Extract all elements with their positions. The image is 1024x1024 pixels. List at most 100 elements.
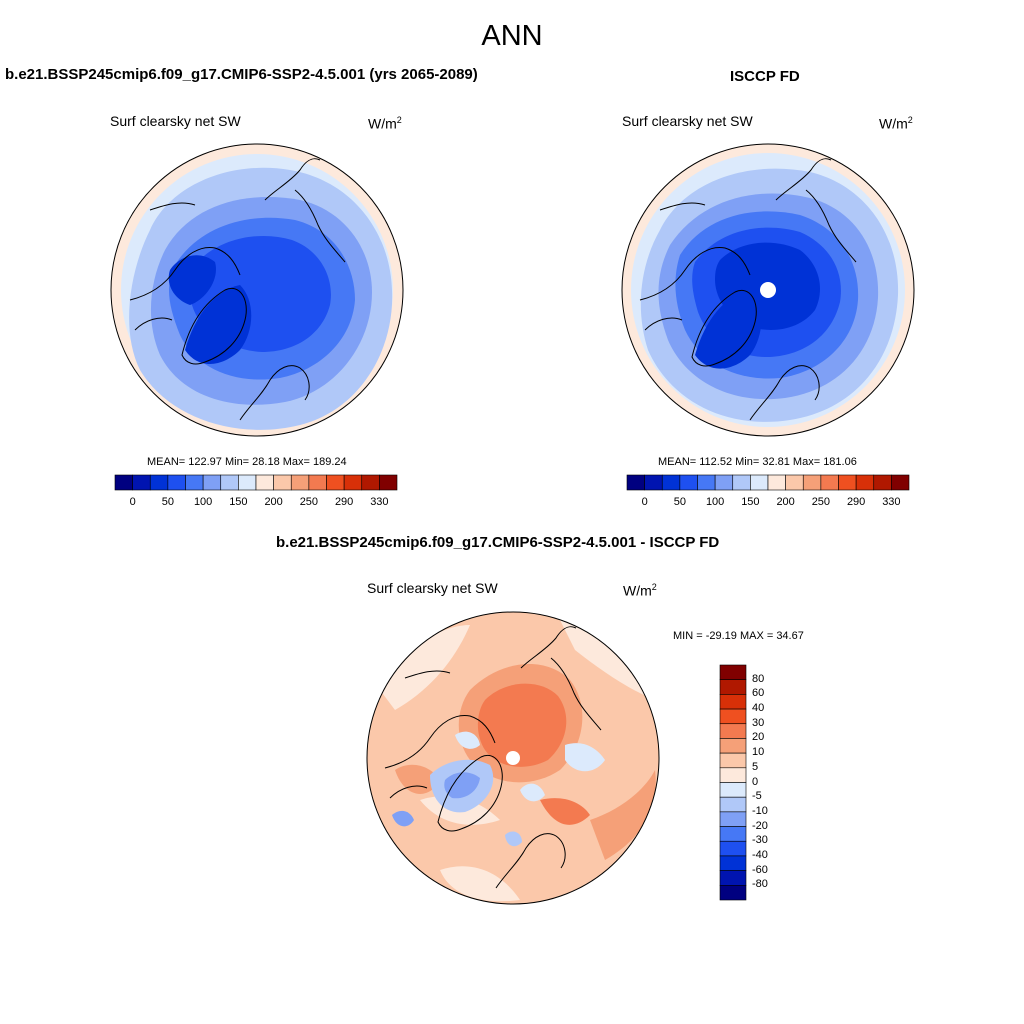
model-colorbar-tick-label: 100 <box>193 496 213 508</box>
model-colorbar-swatch <box>149 474 169 491</box>
figure-title: ANN <box>481 20 543 52</box>
obs-case-title: ISCCP FD <box>730 68 800 85</box>
model-colorbar-tick-label: 290 <box>334 496 354 508</box>
diff-colorbar-tick-label: 10 <box>752 746 765 759</box>
diff-stats: MIN = -29.19 MAX = 34.67 <box>673 630 804 642</box>
obs-stats: MEAN= 112.52 Min= 32.81 Max= 181.06 <box>658 456 857 468</box>
diff-colorbar-swatch <box>719 885 747 901</box>
model-colorbar-swatch <box>361 474 380 491</box>
obs-colorbar-tick-label: 150 <box>741 496 760 508</box>
obs-colorbar-tick-label: 0 <box>641 496 648 508</box>
diff-case-title: b.e21.BSSP245cmip6.f09_g17.CMIP6-SSP2-4.… <box>276 534 720 551</box>
diff-variable-label: Surf clearsky net SW <box>367 580 498 596</box>
diff-colorbar-tick-label: 60 <box>752 687 765 700</box>
model-colorbar-swatch <box>308 474 327 491</box>
diff-colorbar-swatch <box>719 694 747 710</box>
obs-colorbar-swatch <box>714 474 734 491</box>
obs-colorbar-swatch <box>855 474 875 491</box>
diff-colorbar-tick-label: -10 <box>752 804 768 817</box>
diff-coastlines <box>384 626 602 889</box>
model-colorbar-swatch <box>185 474 204 491</box>
model-colorbar-swatch <box>273 474 292 491</box>
obs-colorbar-swatch <box>750 474 769 491</box>
model-colorbar-swatch <box>379 474 398 491</box>
diff-colorbar-swatch <box>719 767 747 783</box>
model-colorbar-tick-label: 250 <box>299 496 319 508</box>
diff-colorbar-tick-label: 0 <box>752 775 759 788</box>
diff-colorbar-tick-label: -30 <box>752 834 768 847</box>
obs-units-label: W/m2 <box>879 115 913 132</box>
diff-colorbar-swatch <box>719 752 747 769</box>
diff-colorbar-swatch <box>719 796 747 813</box>
model-colorbar-swatch <box>202 474 222 491</box>
diff-colorbar-tick-label: 5 <box>752 760 759 773</box>
diff-colorbar-tick-label: -60 <box>752 863 768 876</box>
model-map-border <box>110 143 404 437</box>
model-colorbar-swatch <box>220 474 239 491</box>
model-colorbar-swatch <box>167 474 186 491</box>
obs-colorbar-swatch <box>679 474 698 491</box>
obs-coastlines <box>639 158 857 421</box>
model-case-title: b.e21.BSSP245cmip6.f09_g17.CMIP6-SSP2-4.… <box>5 66 478 83</box>
diff-colorbar-swatch <box>719 723 747 739</box>
model-colorbar-swatch <box>290 474 310 491</box>
diff-polar-map <box>366 611 660 905</box>
obs-colorbar-tick-label: 100 <box>705 496 725 508</box>
diff-colorbar-tick-label: -40 <box>752 848 768 861</box>
diff-colorbar-swatch <box>719 826 747 842</box>
diff-colorbar-swatch <box>719 782 747 798</box>
obs-colorbar-tick-label: 290 <box>846 496 866 508</box>
model-colorbar-swatch <box>132 474 151 491</box>
obs-colorbar-swatch <box>873 474 892 491</box>
diff-colorbar-tick-label: 20 <box>752 731 765 744</box>
diff-units-label: W/m2 <box>623 582 657 599</box>
diff-colorbar-swatch <box>719 679 747 695</box>
model-colorbar-swatch <box>238 474 257 491</box>
obs-colorbar-swatch <box>785 474 804 491</box>
obs-colorbar-swatch <box>820 474 839 491</box>
diff-colorbar-swatch <box>719 811 747 827</box>
obs-colorbar-swatch <box>644 474 663 491</box>
diff-colorbar-swatch <box>719 708 747 725</box>
model-colorbar <box>114 474 398 491</box>
obs-colorbar-swatch <box>802 474 822 491</box>
model-colorbar-swatch <box>114 474 133 491</box>
obs-colorbar-swatch <box>697 474 716 491</box>
model-polar-map <box>110 143 404 437</box>
obs-polar-map <box>621 143 915 437</box>
diff-map-border <box>366 611 660 905</box>
diff-colorbar-swatch <box>719 840 747 857</box>
diff-colorbar-swatch <box>719 870 747 886</box>
diff-colorbar-swatch <box>719 738 747 754</box>
diff-colorbar-tick-label: 80 <box>752 672 765 685</box>
diff-colorbar-tick-label: 30 <box>752 716 765 729</box>
model-colorbar-tick-label: 330 <box>370 496 389 508</box>
model-colorbar-swatch <box>255 474 274 491</box>
obs-colorbar-swatch <box>732 474 751 491</box>
obs-colorbar-swatch <box>838 474 857 491</box>
model-variable-label: Surf clearsky net SW <box>110 113 241 129</box>
obs-variable-label: Surf clearsky net SW <box>622 113 753 129</box>
model-units-label: W/m2 <box>368 115 402 132</box>
diff-colorbar-tick-label: -20 <box>752 819 768 832</box>
diff-colorbar-tick-label: -5 <box>752 790 762 803</box>
obs-map-border <box>621 143 915 437</box>
obs-colorbar-tick-label: 50 <box>673 496 686 508</box>
model-colorbar-tick-label: 200 <box>264 496 283 508</box>
obs-colorbar-swatch <box>767 474 786 491</box>
diff-colorbar <box>719 664 747 901</box>
obs-colorbar-tick-label: 330 <box>882 496 901 508</box>
obs-colorbar-tick-label: 200 <box>776 496 795 508</box>
model-colorbar-tick-label: 50 <box>161 496 174 508</box>
diff-colorbar-tick-label: 40 <box>752 702 765 715</box>
obs-colorbar-tick-label: 250 <box>811 496 831 508</box>
diff-colorbar-tick-label: -80 <box>752 878 768 891</box>
obs-colorbar-swatch <box>891 474 910 491</box>
model-colorbar-tick-label: 0 <box>129 496 136 508</box>
diff-colorbar-swatch <box>719 855 747 871</box>
model-colorbar-tick-label: 150 <box>229 496 248 508</box>
model-colorbar-swatch <box>326 474 345 491</box>
model-colorbar-swatch <box>343 474 363 491</box>
model-coastlines <box>129 158 346 421</box>
